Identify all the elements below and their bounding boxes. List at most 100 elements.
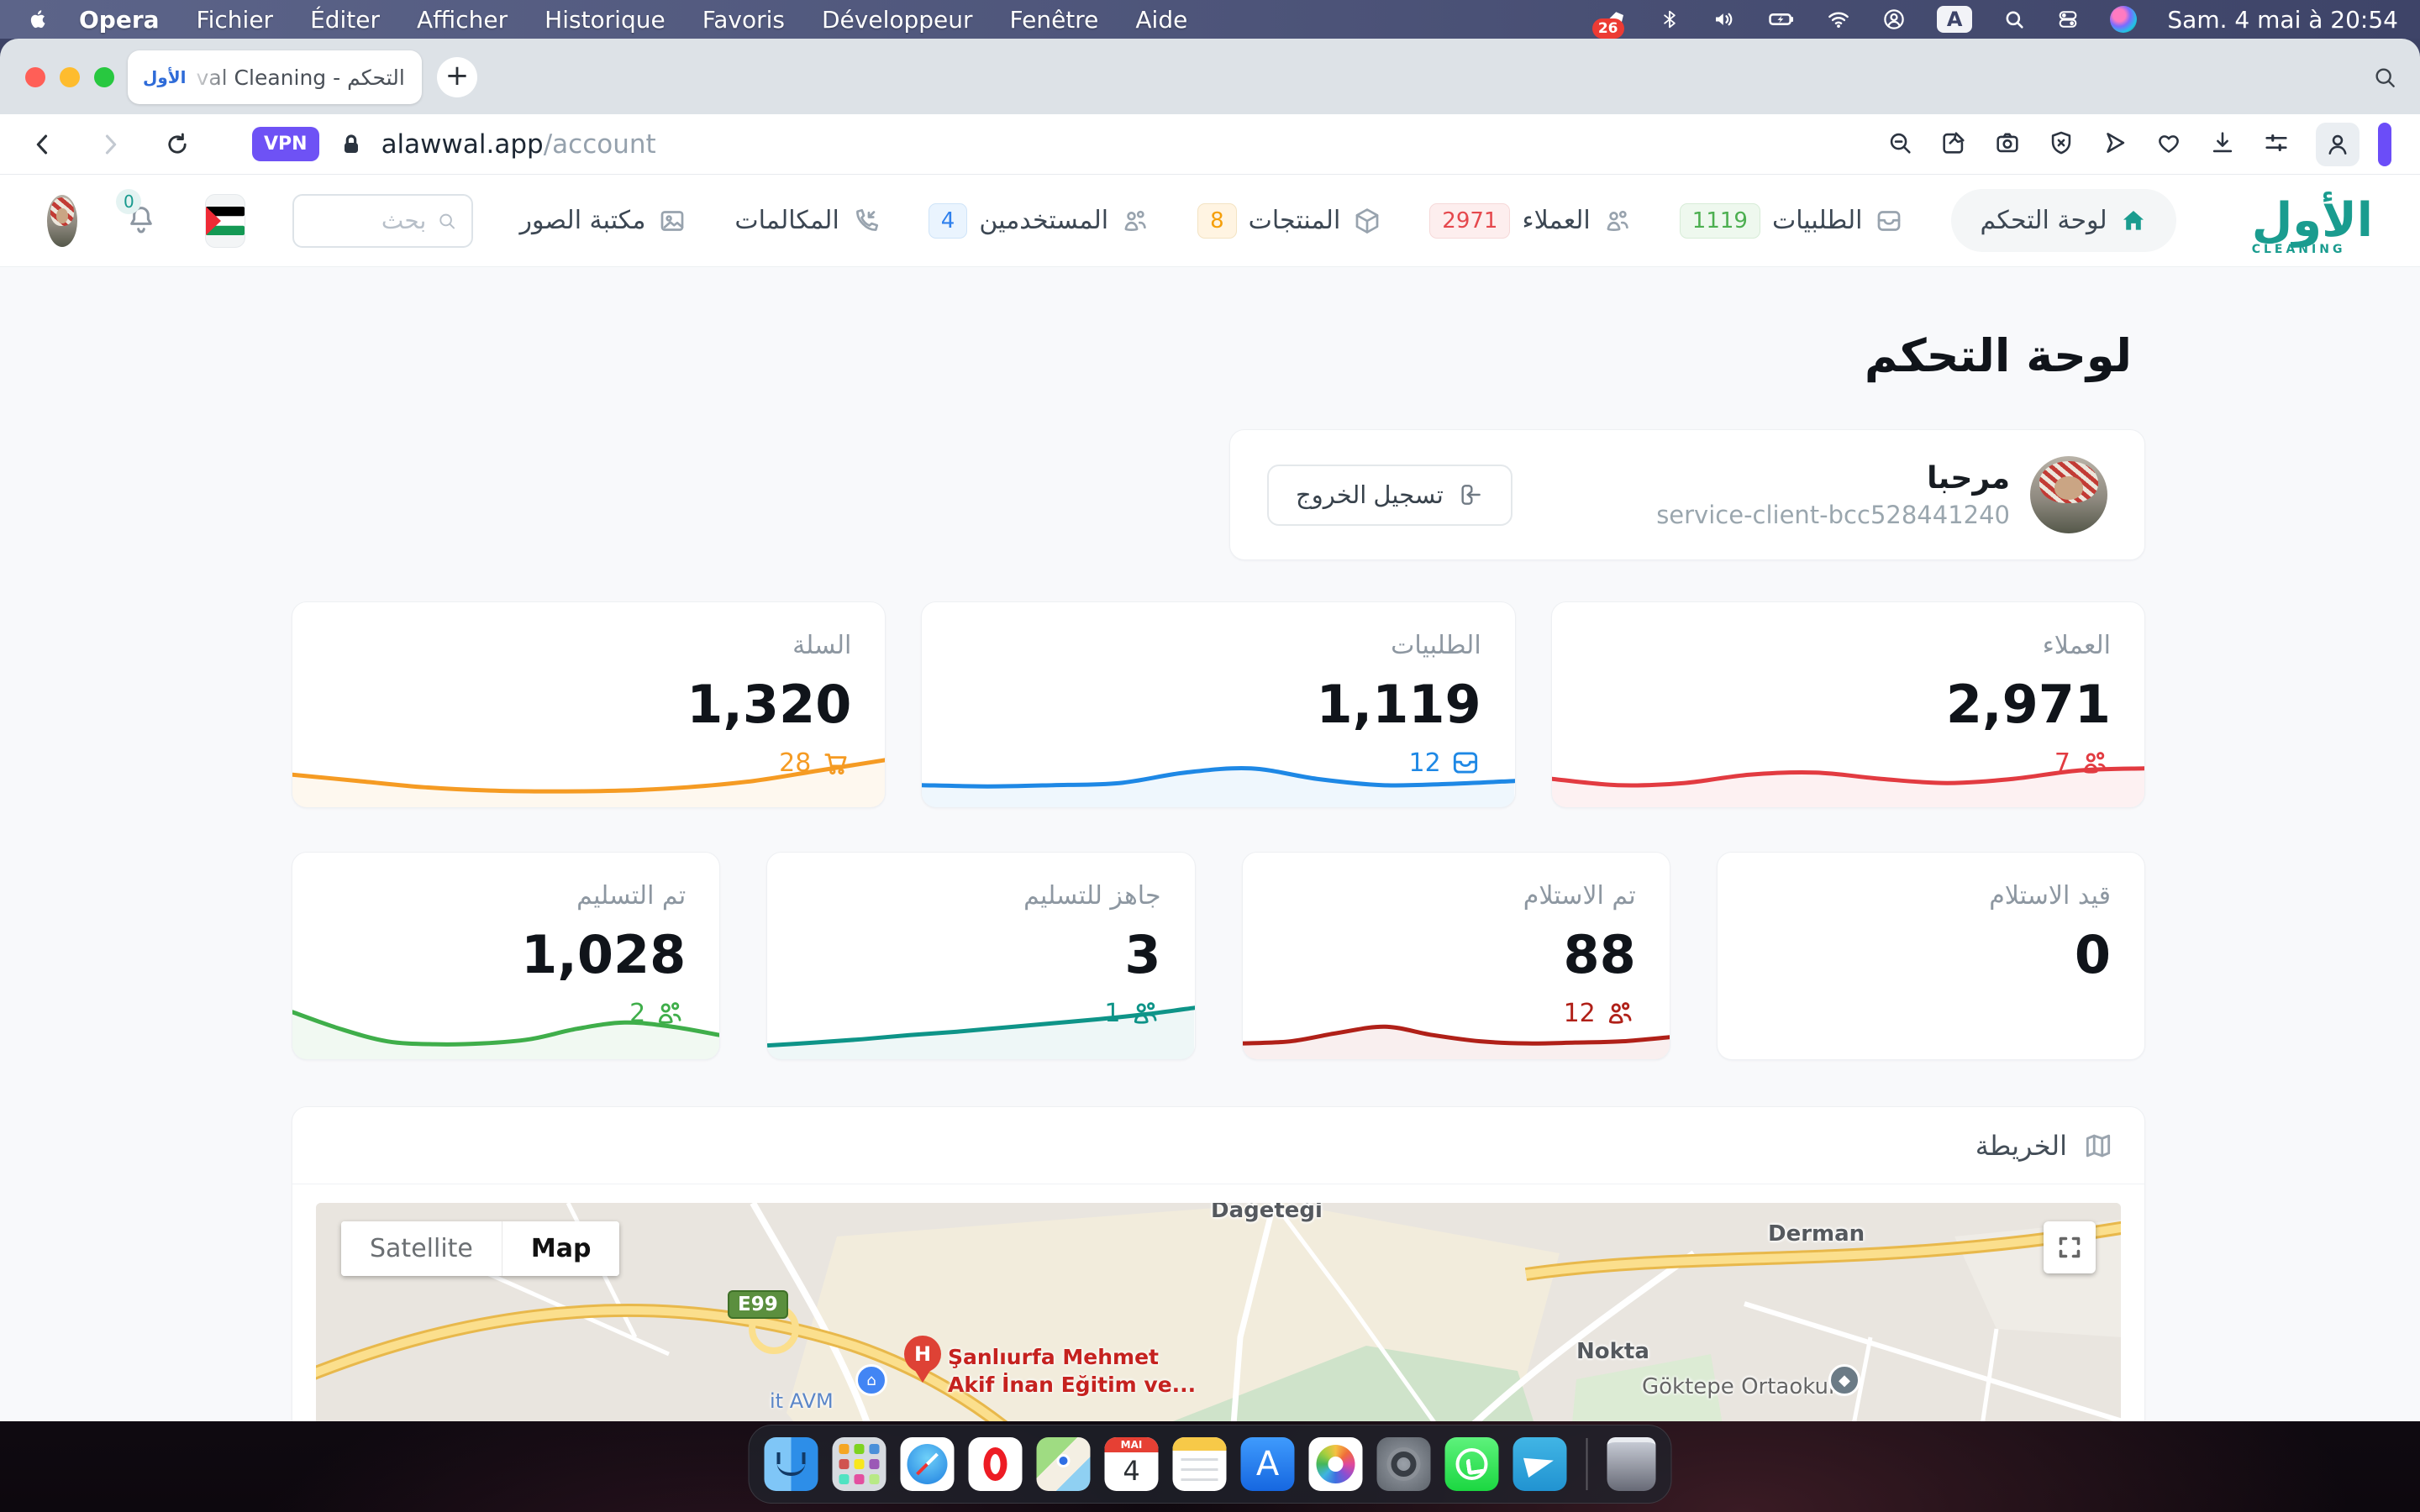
reload-button[interactable] (163, 130, 192, 159)
map-icon (2082, 1130, 2114, 1162)
satellite-button[interactable]: Satellite (341, 1221, 502, 1276)
welcome-card: مرحبا service-client-bcc528441240 تسجيل … (1229, 429, 2145, 560)
siri-icon[interactable] (2110, 6, 2138, 33)
site-logo[interactable]: الأول CLEANING (2251, 192, 2373, 256)
map-label-school: Göktepe Ortaokulu (1642, 1374, 1849, 1399)
logout-button[interactable]: تسجيل الخروج (1267, 464, 1512, 526)
navbar-avatar[interactable] (47, 194, 78, 247)
sidebar-toggle[interactable] (2378, 122, 2391, 166)
map-terrain (316, 1203, 2121, 1421)
dock-settings-icon[interactable] (1376, 1437, 1431, 1491)
logo-title: الأول (2251, 192, 2373, 248)
snapshot-camera-icon[interactable] (1993, 129, 2022, 160)
menu-aide[interactable]: Aide (1135, 5, 1188, 34)
bluetooth-icon[interactable] (1658, 8, 1681, 31)
pin-edit-icon[interactable] (1939, 129, 1968, 160)
menu-fenetre[interactable]: Fenêtre (1009, 5, 1099, 34)
browser-window: الأول val Cleaning - لوحة التحكم + VPN a… (0, 39, 2420, 1421)
volume-icon[interactable] (1712, 7, 1737, 32)
dock-photos-icon[interactable] (1308, 1437, 1363, 1491)
stat-sub-count: 1 (1104, 998, 1121, 1028)
dock-maps-icon[interactable] (1036, 1437, 1091, 1491)
school-marker[interactable]: ◆ (1828, 1364, 1860, 1396)
fullscreen-button[interactable] (2044, 1221, 2096, 1273)
dock-safari-icon[interactable] (900, 1437, 955, 1491)
stat-card-received: تم الاستلام 88 12 (1241, 852, 1670, 1060)
stat-card-customers: العملاء 2,971 7 (1550, 601, 2145, 808)
input-source-indicator[interactable]: A (1936, 6, 1973, 33)
dock-calendar-icon[interactable]: MAI 4 (1104, 1437, 1159, 1491)
shield-blocker-icon[interactable] (2047, 129, 2075, 160)
dock-launchpad-icon[interactable] (832, 1437, 886, 1491)
map-button[interactable]: Map (501, 1221, 620, 1276)
menubar-clock[interactable]: Sam. 4 mai à 20:54 (2167, 5, 2398, 34)
menu-opera[interactable]: Opera (79, 5, 160, 34)
dock-trash-icon[interactable] (1607, 1437, 1656, 1491)
new-tab-button[interactable]: + (437, 57, 477, 97)
notifications-bell[interactable]: 0 (116, 188, 158, 239)
dock-appstore-icon[interactable]: A (1240, 1437, 1295, 1491)
back-button[interactable] (29, 130, 57, 159)
dock-opera-icon[interactable] (968, 1437, 1023, 1491)
nav-item-users[interactable]: المستخدمين 4 (928, 202, 1150, 239)
dock-notes-icon[interactable] (1172, 1437, 1227, 1491)
mall-marker[interactable]: ⌂ (855, 1364, 887, 1396)
url-field[interactable]: alawwal.app/account (381, 129, 656, 160)
stat-card-orders: الطلبيات 1,119 12 (921, 601, 1516, 808)
nav-item-orders[interactable]: الطلبيات 1119 (1679, 202, 1905, 239)
download-icon[interactable] (2208, 129, 2237, 160)
wifi-icon[interactable] (1826, 7, 1851, 32)
menu-historique[interactable]: Historique (544, 5, 666, 34)
dock-finder-icon[interactable] (764, 1437, 818, 1491)
tab-search-icon[interactable] (2371, 64, 2398, 94)
nav-item-dashboard[interactable]: لوحة التحكم (1951, 189, 2176, 252)
stat-title: تم التسليم (576, 881, 687, 911)
apple-menu-icon[interactable] (22, 7, 55, 32)
control-center-icon[interactable] (2056, 8, 2080, 31)
palestine-flag-icon (206, 206, 245, 235)
map-card: الخريطة (292, 1106, 2145, 1421)
google-map[interactable]: E99 Dağeteği Derman Nokta Göktepe Ortaok… (316, 1203, 2121, 1421)
language-flag-button[interactable] (205, 193, 246, 248)
nav-item-products[interactable]: المنتجات 8 (1197, 202, 1382, 239)
site-search-box[interactable] (292, 193, 473, 248)
welcome-username: service-client-bcc528441240 (1656, 500, 2010, 529)
dock-telegram-icon[interactable] (1512, 1437, 1567, 1491)
mall-label: it AVM (770, 1389, 834, 1413)
minimize-window-button[interactable] (60, 67, 80, 87)
nav-item-calls[interactable]: المكالمات (734, 206, 881, 236)
ssl-lock-icon[interactable] (338, 131, 365, 158)
tab-favicon: الأول (143, 67, 187, 87)
nav-label: لوحة التحكم (1980, 206, 2107, 235)
vpn-badge[interactable]: VPN (252, 127, 319, 161)
send-flow-icon[interactable] (2101, 129, 2129, 160)
dock-whatsapp-icon[interactable] (1444, 1437, 1499, 1491)
welcome-greeting: مرحبا (1927, 460, 2010, 496)
profile-icon[interactable] (2316, 122, 2360, 166)
heart-icon[interactable] (2154, 129, 2183, 160)
spotlight-icon[interactable] (2002, 8, 2026, 31)
zoom-window-button[interactable] (94, 67, 114, 87)
fast-user-switch-icon[interactable] (1881, 7, 1907, 32)
menu-fichier[interactable]: Fichier (196, 5, 274, 34)
sliders-icon[interactable] (2262, 129, 2291, 160)
site-search-input[interactable] (308, 207, 427, 234)
battery-icon[interactable] (1767, 5, 1796, 34)
close-window-button[interactable] (25, 67, 45, 87)
menu-afficher[interactable]: Afficher (417, 5, 508, 34)
nav-item-gallery[interactable]: مكتبة الصور (520, 206, 688, 236)
menu-favoris[interactable]: Favoris (702, 5, 785, 34)
tab-title: val Cleaning - لوحة التحكم (196, 65, 407, 90)
opera-update-icon[interactable]: 26 (1591, 7, 1628, 39)
dock-separator (1586, 1438, 1588, 1490)
zoom-out-icon[interactable] (1886, 129, 1914, 160)
menu-developpeur[interactable]: Développeur (822, 5, 973, 34)
forward-button[interactable] (96, 130, 124, 159)
active-tab[interactable]: الأول val Cleaning - لوحة التحكم (128, 50, 422, 104)
address-bar: VPN alawwal.app/account (0, 114, 2420, 175)
menu-editer[interactable]: Éditer (310, 5, 381, 34)
update-badge: 26 (1591, 18, 1624, 39)
hospital-marker[interactable]: H (904, 1336, 941, 1383)
nav-label: مكتبة الصور (519, 206, 646, 235)
nav-item-customers[interactable]: العملاء 2971 (1429, 202, 1632, 239)
